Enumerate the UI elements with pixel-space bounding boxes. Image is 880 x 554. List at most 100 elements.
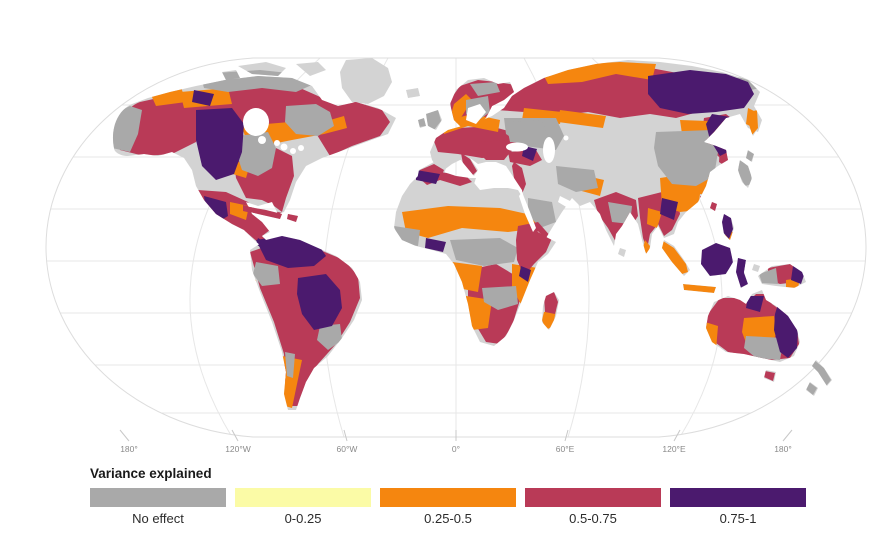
james-bay xyxy=(258,136,266,144)
land-sri-lanka xyxy=(618,248,626,257)
patch-southeast-brazil xyxy=(317,324,342,350)
longitude-label: 180° xyxy=(774,444,792,454)
patch-yucatan xyxy=(266,218,280,230)
patch-east-europe xyxy=(506,120,548,144)
patch-new-zealand-south xyxy=(806,382,817,395)
patch-new-zealand xyxy=(810,360,831,386)
patch-northwest-canada xyxy=(192,90,214,106)
persian-gulf xyxy=(558,196,572,208)
longitude-label: 180° xyxy=(120,444,138,454)
patch-india-gray xyxy=(608,202,632,224)
patch-brazil-center xyxy=(297,274,342,330)
patches-yellow xyxy=(248,282,257,298)
patch-east-africa-purple xyxy=(519,266,531,282)
legend-swatch-q1 xyxy=(235,488,371,507)
patch-turkey-east xyxy=(522,146,537,161)
legend-item-q3: 0.5-0.75 xyxy=(525,488,661,526)
great-lake xyxy=(298,145,304,151)
longitude-label: 120°W xyxy=(225,444,251,454)
patch-png-west xyxy=(759,268,778,284)
legend-swatch-q2 xyxy=(380,488,516,507)
patch-vietnam xyxy=(660,198,678,220)
land-iceland xyxy=(406,88,420,98)
longitude-label: 0° xyxy=(452,444,460,454)
baltic-sea xyxy=(466,104,486,124)
patch-australia-west xyxy=(705,322,718,350)
patch-peru xyxy=(253,262,280,286)
patch-mexico-purple xyxy=(204,196,228,222)
patch-morocco xyxy=(416,170,440,184)
patch-arabia xyxy=(528,198,556,228)
legend-swatch-q4 xyxy=(670,488,806,507)
black-sea xyxy=(506,142,528,152)
water-bodies xyxy=(243,104,572,232)
patch-philippines-purple xyxy=(721,213,733,239)
patch-north-africa-coast xyxy=(440,172,472,186)
patch-japan xyxy=(738,160,752,186)
patch-sahel xyxy=(402,206,540,238)
world-map: 180° 120°W 60°W 0° 60°E 120°E 180° xyxy=(45,57,867,454)
patch-australia-southeast xyxy=(744,336,784,360)
legend-label: 0-0.25 xyxy=(284,511,322,526)
patch-west-alaska xyxy=(112,106,142,152)
longitude-axis xyxy=(119,429,793,442)
aral-sea xyxy=(563,135,569,141)
patch-levant xyxy=(512,162,526,194)
great-lake xyxy=(280,143,288,151)
patch-northeast-siberia xyxy=(648,70,754,114)
legend-item-no-effect: No effect xyxy=(90,488,226,526)
legend-swatch-no-effect xyxy=(90,488,226,507)
patch-hokkaido xyxy=(745,150,754,162)
patch-thailand xyxy=(647,208,662,228)
patch-hispaniola xyxy=(286,213,299,223)
patch-west-africa-purple xyxy=(425,238,446,252)
longitude-label: 60°E xyxy=(556,444,575,454)
red-sea xyxy=(519,192,536,232)
patch-balkans xyxy=(478,140,512,160)
tick-mark xyxy=(343,429,348,442)
tick-mark xyxy=(564,429,569,442)
patch-south-africa-gray xyxy=(482,286,518,310)
patches-gray xyxy=(112,70,831,395)
patch-kola xyxy=(470,82,500,96)
patch-russia xyxy=(456,66,706,118)
patch-java xyxy=(683,284,716,293)
legend-item-q1: 0-0.25 xyxy=(235,488,371,526)
great-lake xyxy=(274,140,280,146)
legend-title: Variance explained xyxy=(90,466,212,481)
patch-central-europe xyxy=(441,114,500,134)
legend-label: 0.25-0.5 xyxy=(424,511,472,526)
great-lake xyxy=(290,148,296,154)
patch-tasmania xyxy=(764,371,775,381)
legend-row: No effect 0-0.25 0.25-0.5 0.5-0.75 0.75-… xyxy=(90,488,850,526)
longitude-labels: 180° 120°W 60°W 0° 60°E 120°E 180° xyxy=(120,444,792,454)
patch-mongolia xyxy=(654,130,718,186)
tick-mark xyxy=(673,429,681,442)
patch-horn-of-africa xyxy=(516,222,552,276)
legend-label: 0.75-1 xyxy=(719,511,757,526)
patch-madagascar-north xyxy=(544,292,558,314)
patch-ireland xyxy=(418,118,426,127)
patch-borneo xyxy=(700,242,733,276)
patch-australia-east xyxy=(774,304,798,358)
patch-cuba xyxy=(243,205,283,220)
legend-item-q2: 0.25-0.5 xyxy=(380,488,516,526)
patch-labrador xyxy=(285,104,334,136)
legend-label: No effect xyxy=(132,511,184,526)
tick-mark xyxy=(119,429,130,442)
patch-west-us xyxy=(196,108,244,180)
patch-patagonia-gray xyxy=(285,352,295,378)
patch-kazakh-east xyxy=(558,110,606,128)
legend-item-q4: 0.75-1 xyxy=(670,488,806,526)
land-moluccas xyxy=(752,264,760,272)
legend-label: 0.5-0.75 xyxy=(569,511,617,526)
caspian-sea xyxy=(543,137,555,163)
tick-mark xyxy=(782,429,793,442)
legend-swatch-q3 xyxy=(525,488,661,507)
patch-australia-north xyxy=(746,296,764,312)
patch-iran xyxy=(556,166,598,192)
legend: Variance explained No effect 0-0.25 0.25… xyxy=(90,466,850,526)
patch-britain xyxy=(426,110,441,130)
land-arctic-islands xyxy=(296,62,326,76)
